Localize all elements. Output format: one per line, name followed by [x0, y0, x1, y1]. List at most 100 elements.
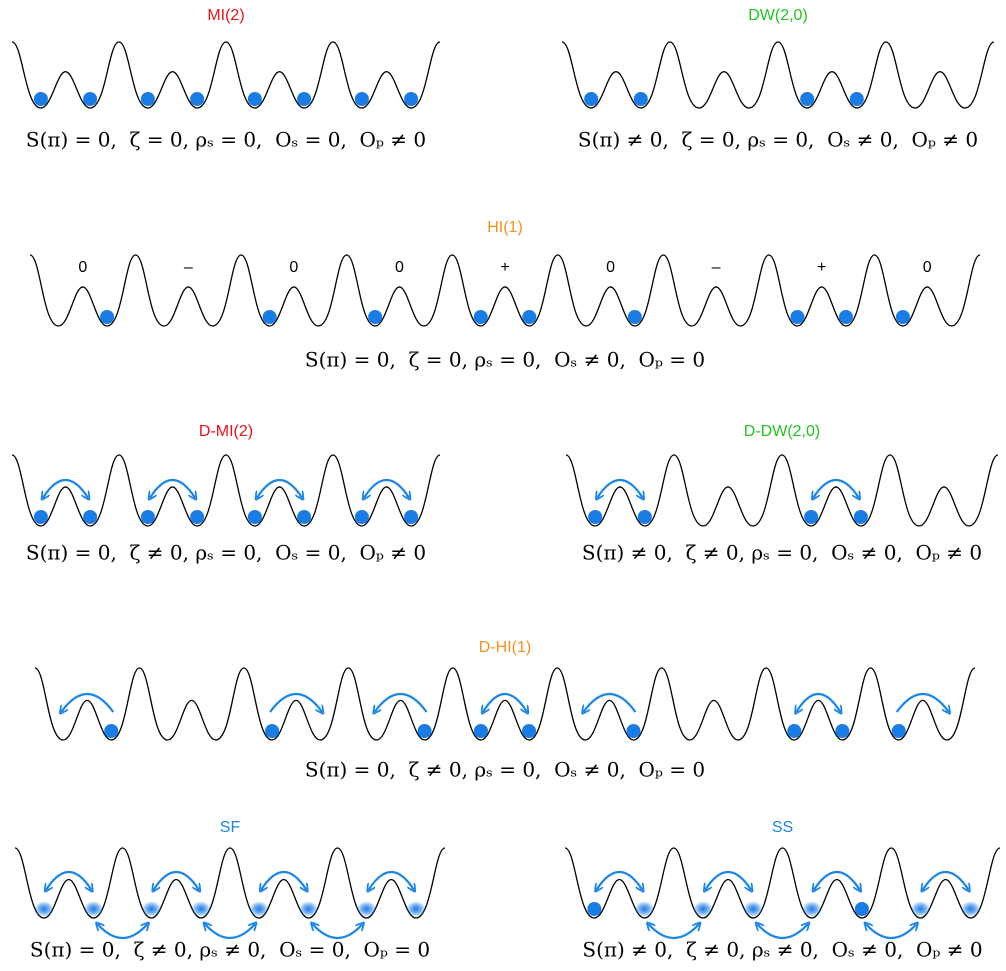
hop-arrow: [369, 872, 414, 890]
atom: [892, 724, 906, 738]
hop-arrow: [705, 872, 751, 890]
hop-arrow: [814, 872, 860, 890]
atom: [787, 724, 801, 738]
atom-blurred: [693, 901, 713, 917]
atom: [418, 724, 432, 738]
atom: [34, 510, 48, 524]
panel-title: D-HI(1): [479, 639, 531, 656]
formula: S(π) ≠ 0, ζ ≠ 0, ρₛ = 0, Oₛ ≠ 0, Oₚ ≠ 0: [582, 541, 982, 565]
site-label: 0: [395, 259, 404, 276]
atom: [628, 310, 642, 324]
atom: [804, 510, 818, 524]
atom: [634, 92, 648, 106]
potential: [15, 848, 445, 918]
atom: [638, 510, 652, 524]
hop-arrow: [205, 924, 255, 938]
atom: [190, 92, 204, 106]
formula: S(π) = 0, ζ = 0, ρₛ = 0, Oₛ = 0, Oₚ ≠ 0: [26, 128, 426, 152]
atom: [584, 92, 598, 106]
hop-arrow: [648, 924, 699, 938]
atom-blurred: [961, 901, 981, 917]
hop-arrow: [583, 694, 635, 712]
hop-arrow: [150, 480, 195, 498]
site-label: 0: [606, 259, 615, 276]
panel-title: MI(2): [207, 7, 244, 24]
hop-arrow: [375, 694, 427, 712]
atom: [790, 310, 804, 324]
atom: [100, 310, 114, 324]
atom: [83, 510, 97, 524]
atom-blurred: [34, 901, 54, 917]
hop-arrow: [364, 480, 409, 498]
hop-arrow: [923, 872, 969, 890]
atom: [248, 92, 262, 106]
potential: [12, 455, 440, 526]
atom: [474, 724, 488, 738]
hop-arrow: [897, 694, 949, 712]
formula: S(π) = 0, ζ ≠ 0, ρₛ = 0, Oₛ = 0, Oₚ ≠ 0: [26, 541, 426, 565]
hop-arrow: [257, 480, 302, 498]
atom: [474, 310, 488, 324]
atom-blurred: [911, 901, 931, 917]
site-label: 0: [78, 259, 87, 276]
atom: [355, 92, 369, 106]
atom: [263, 310, 277, 324]
site-label: 0: [289, 259, 298, 276]
atom: [854, 510, 868, 524]
panel-title: HI(1): [487, 219, 523, 236]
formula: S(π) = 0, ζ ≠ 0, ρₛ = 0, Oₛ ≠ 0, Oₚ = 0: [305, 758, 705, 782]
formula: S(π) = 0, ζ = 0, ρₛ = 0, Oₛ ≠ 0, Oₚ = 0: [305, 348, 705, 372]
atom: [855, 902, 869, 916]
hop-arrow: [312, 924, 362, 938]
potential: [562, 42, 994, 108]
site-label: +: [500, 259, 509, 276]
panel-title: D-DW(2,0): [744, 423, 820, 440]
potential: [12, 42, 440, 108]
site-label: +: [817, 259, 826, 276]
atom: [850, 92, 864, 106]
atom-blurred: [142, 901, 162, 917]
potential: [565, 848, 1000, 918]
site-label: –: [184, 259, 193, 276]
panel-title: SS: [772, 819, 793, 836]
hop-arrow: [154, 872, 199, 890]
hop-arrow: [757, 924, 808, 938]
atom: [297, 510, 311, 524]
hop-arrow: [270, 694, 322, 712]
site-label: –: [712, 259, 721, 276]
atom-blurred: [298, 901, 318, 917]
atom: [265, 724, 279, 738]
hop-arrow: [596, 872, 642, 890]
hop-arrow: [97, 924, 147, 938]
atom-blurred: [802, 901, 822, 917]
atom: [355, 510, 369, 524]
hop-arrow: [597, 480, 643, 498]
formula: S(π) = 0, ζ ≠ 0, ρₛ ≠ 0, Oₛ = 0, Oₚ = 0: [30, 938, 430, 962]
hop-arrow: [483, 694, 527, 712]
atom-blurred: [406, 901, 426, 917]
hop-arrow: [261, 872, 306, 890]
figure: MI(2) S(π) = 0, ζ = 0, ρₛ = 0, Oₛ = 0, Oₚ…: [0, 0, 1006, 971]
atom: [626, 724, 640, 738]
atom-blurred: [249, 901, 269, 917]
atom: [896, 310, 910, 324]
atom: [190, 510, 204, 524]
formula: S(π) ≠ 0, ζ = 0, ρₛ = 0, Oₛ ≠ 0, Oₚ ≠ 0: [578, 128, 978, 152]
atom: [104, 724, 118, 738]
atom: [522, 310, 536, 324]
atom-blurred: [743, 901, 763, 917]
hop-arrow: [61, 694, 113, 712]
atom: [83, 92, 97, 106]
atom-blurred: [191, 901, 211, 917]
atom: [404, 92, 418, 106]
hop-arrow: [796, 694, 840, 712]
hop-arrow: [866, 924, 917, 938]
hop-arrow: [43, 480, 88, 498]
atom: [835, 724, 849, 738]
atom: [588, 510, 602, 524]
atom: [404, 510, 418, 524]
atom: [368, 310, 382, 324]
hop-arrow: [46, 872, 91, 890]
atom-blurred: [357, 901, 377, 917]
atom: [248, 510, 262, 524]
